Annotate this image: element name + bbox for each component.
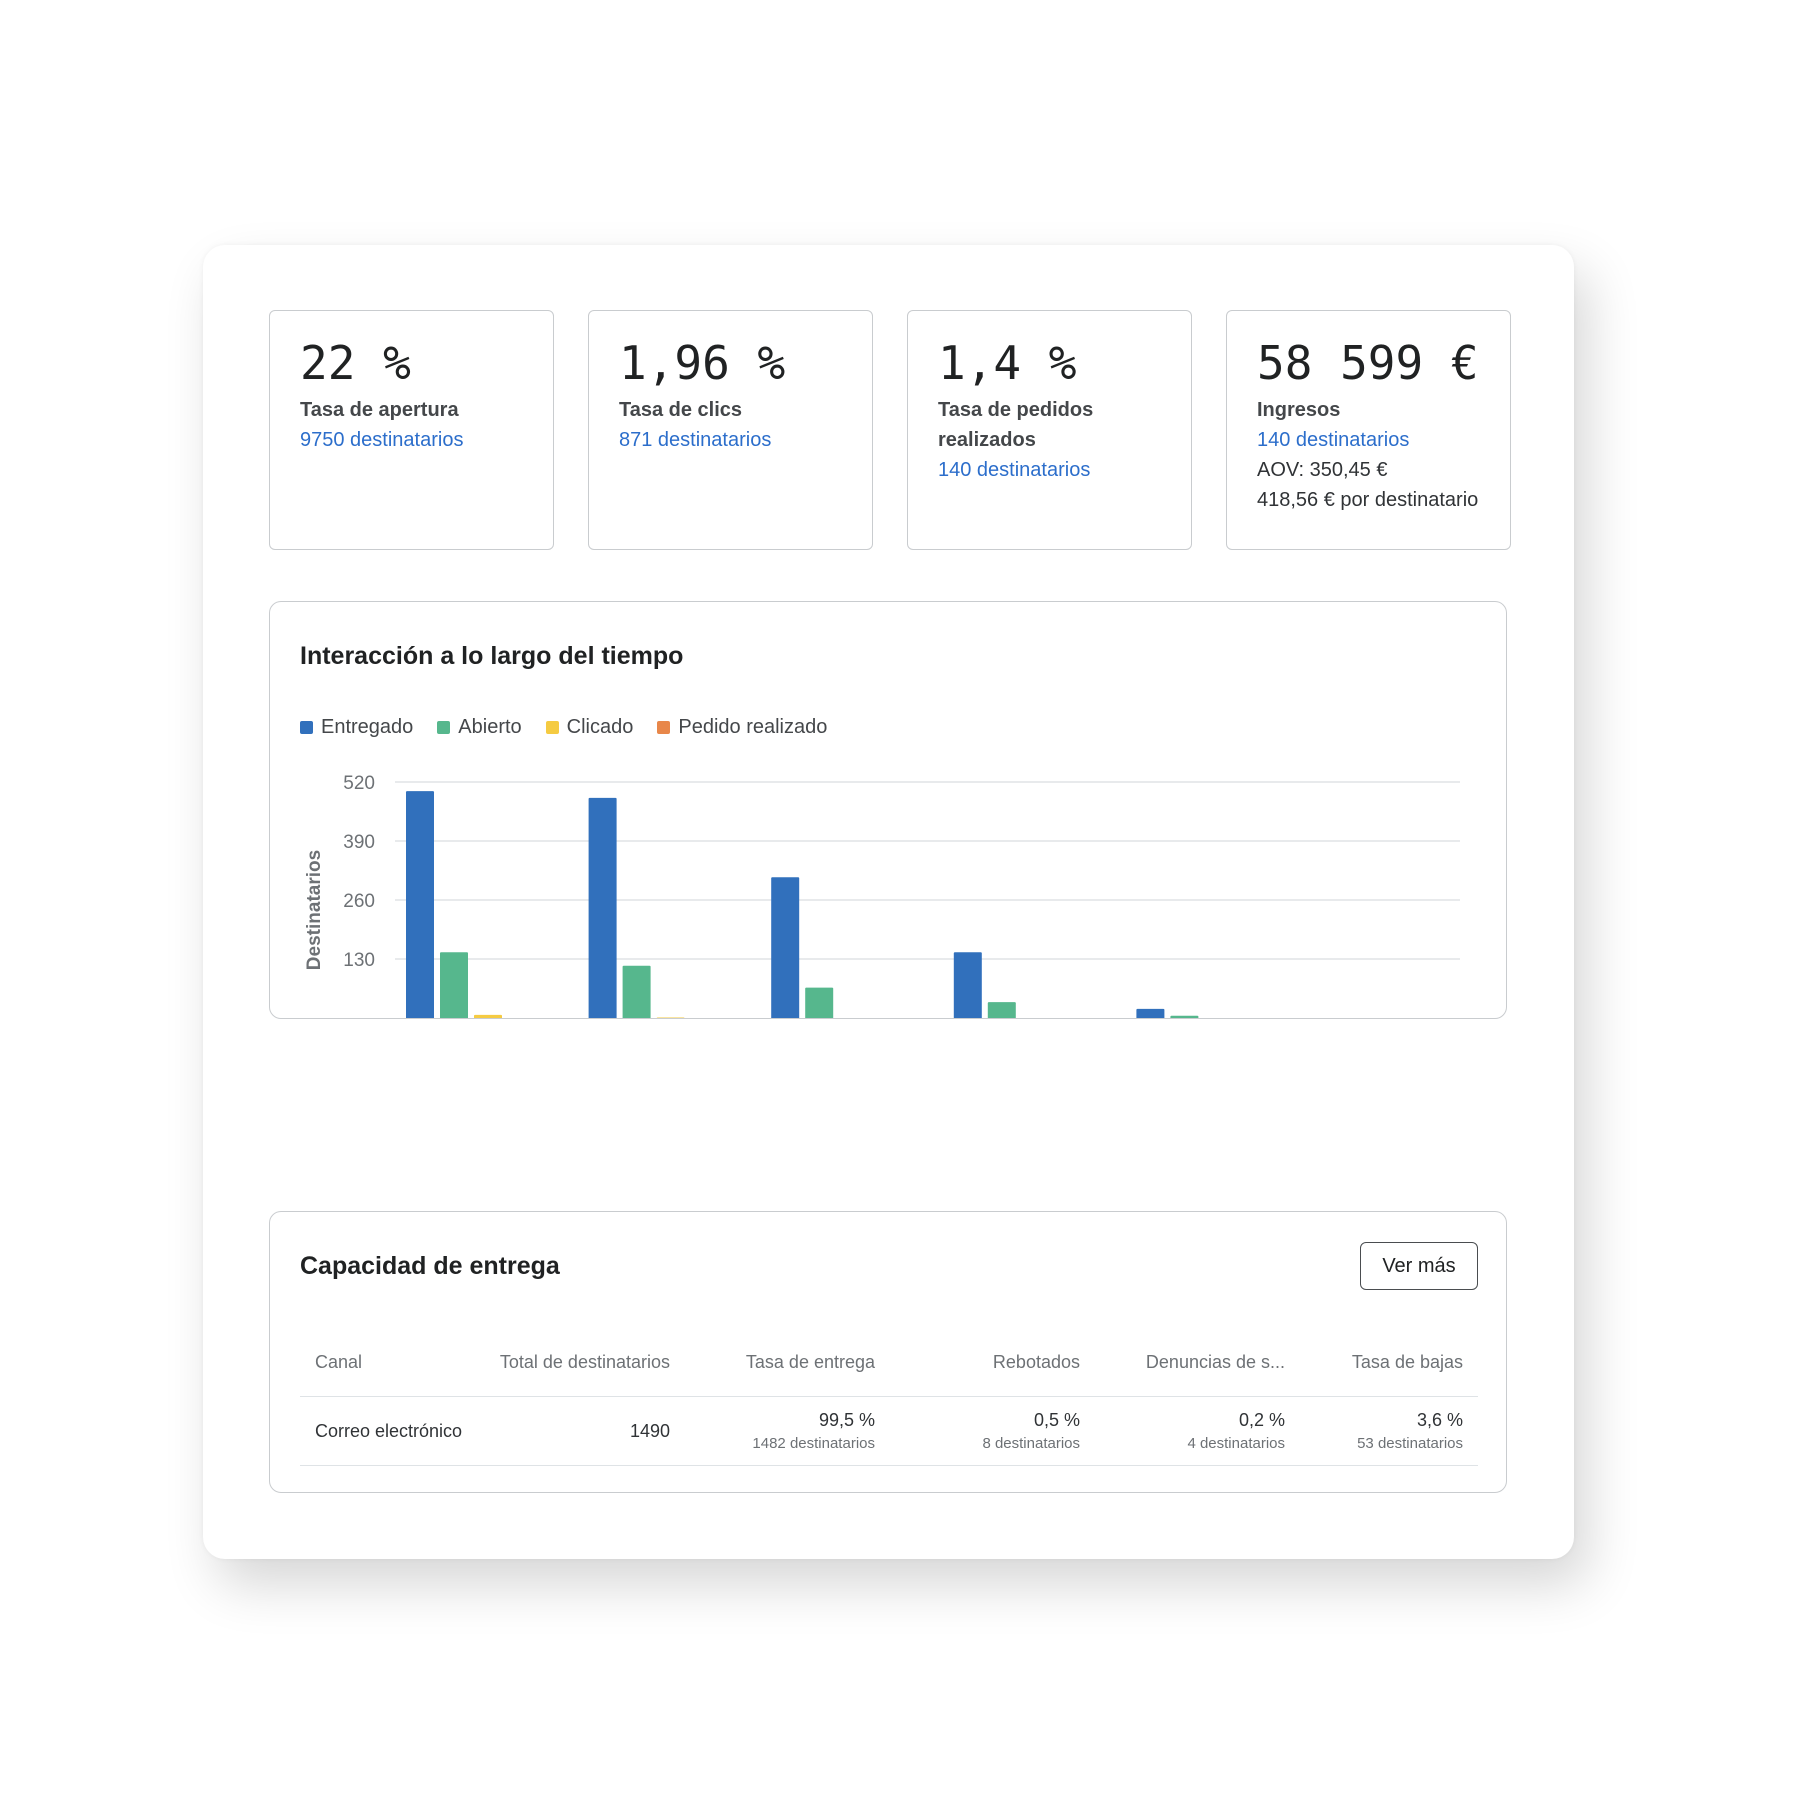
- bar-chart: 130 260 390 520 Destinatarios: [304, 773, 1460, 1018]
- legend-swatch: [300, 721, 313, 734]
- metric-value: 1,4 %: [938, 336, 1077, 390]
- metric-card-revenue: 58 599 € Ingresos 140 destinatarios AOV:…: [1226, 310, 1511, 550]
- metric-card-click-rate: 1,96 % Tasa de clics 871 destinatarios: [588, 310, 873, 550]
- cell-unsubscribe-rate: 3,6 % 53 destinatarios: [1300, 1396, 1478, 1466]
- cell-value: 0,2 %: [1238, 1410, 1285, 1430]
- metric-value: 58 599 €: [1257, 336, 1479, 390]
- bar-entregado: [406, 791, 434, 1018]
- table-row: Correo electrónico 1490 99,5 % 1482 dest…: [300, 1396, 1478, 1466]
- column-header-bounced[interactable]: Rebotados: [890, 1328, 1095, 1397]
- bar-abierto: [987, 1002, 1016, 1018]
- legend-item-clicked[interactable]: Clicado: [545, 716, 634, 739]
- cell-value: 0,5 %: [1033, 1410, 1080, 1430]
- bar-abierto: [440, 952, 468, 1018]
- legend-item-order-placed[interactable]: Pedido realizado: [657, 716, 827, 739]
- legend-swatch: [545, 721, 559, 734]
- metric-label: Tasa de pedidos realizados: [938, 399, 1094, 451]
- metric-recipients-link[interactable]: 871 destinatarios: [619, 429, 772, 451]
- cell-subtext: 53 destinatarios: [1357, 1435, 1463, 1452]
- column-header-channel[interactable]: Canal: [300, 1328, 480, 1397]
- legend-swatch: [437, 721, 451, 734]
- deliverability-title: Capacidad de entrega: [300, 1252, 560, 1280]
- cell-value: 99,5 %: [818, 1410, 875, 1430]
- bar-clicado: [474, 1014, 502, 1018]
- legend-label: Pedido realizado: [678, 716, 828, 738]
- y-tick-label: 260: [343, 891, 375, 912]
- y-tick-label: 130: [343, 950, 375, 971]
- cell-subtext: 4 destinatarios: [1187, 1435, 1285, 1452]
- metric-value: 1,96 %: [619, 336, 786, 390]
- column-header-unsubscribe-rate[interactable]: Tasa de bajas: [1300, 1328, 1478, 1397]
- bar-entregado: [953, 952, 982, 1018]
- metric-recipients-link[interactable]: 9750 destinatarios: [300, 429, 464, 451]
- metric-aov: AOV: 350,45 €: [1257, 459, 1388, 481]
- metric-card-order-rate: 1,4 % Tasa de pedidos realizados 140 des…: [907, 310, 1192, 550]
- report-panel: 22 % Tasa de apertura 9750 destinatarios…: [203, 245, 1574, 1559]
- column-header-spam-complaints[interactable]: Denuncias de s...: [1095, 1328, 1300, 1397]
- bar-entregado: [588, 797, 617, 1018]
- metric-recipients-link[interactable]: 140 destinatarios: [1257, 429, 1410, 451]
- cell-channel: Correo electrónico: [300, 1396, 480, 1466]
- column-header-total-recipients[interactable]: Total de destinatarios: [480, 1328, 685, 1397]
- cell-total: 1490: [480, 1396, 685, 1466]
- metric-revenue-per-recipient: 418,56 € por destinatario: [1257, 489, 1479, 511]
- metric-value: 22 %: [300, 336, 411, 390]
- column-header-delivery-rate[interactable]: Tasa de entrega: [685, 1328, 890, 1397]
- table-header-row: Canal Total de destinatarios Tasa de ent…: [300, 1328, 1478, 1397]
- metric-card-open-rate: 22 % Tasa de apertura 9750 destinatarios: [269, 310, 554, 550]
- bar-abierto: [805, 987, 834, 1018]
- legend-label: Entregado: [321, 716, 414, 738]
- cell-bounced: 0,5 % 8 destinatarios: [890, 1396, 1095, 1466]
- see-more-button[interactable]: Ver más: [1360, 1242, 1478, 1290]
- metric-label: Ingresos: [1257, 399, 1341, 421]
- metric-label: Tasa de clics: [619, 399, 743, 421]
- deliverability-table: Canal Total de destinatarios Tasa de ent…: [300, 1328, 1478, 1466]
- engagement-chart-card: Interacción a lo largo del tiempo Entreg…: [269, 601, 1507, 1019]
- y-tick-label: 390: [343, 832, 375, 853]
- legend-swatch: [657, 721, 671, 734]
- metric-label: Tasa de apertura: [300, 399, 459, 421]
- bar-entregado: [1136, 1008, 1165, 1018]
- legend-label: Clicado: [566, 716, 634, 738]
- bar-abierto: [1170, 1015, 1199, 1018]
- deliverability-card: Capacidad de entrega Ver más Canal Total…: [269, 1211, 1507, 1493]
- legend-item-delivered[interactable]: Entregado: [300, 716, 413, 739]
- cell-subtext: 8 destinatarios: [982, 1435, 1080, 1452]
- bar-entregado: [771, 877, 800, 1018]
- bar-abierto: [622, 965, 651, 1018]
- legend-item-opened[interactable]: Abierto: [437, 716, 522, 739]
- y-tick-label: 520: [343, 773, 375, 794]
- cell-delivery-rate: 99,5 % 1482 destinatarios: [685, 1396, 890, 1466]
- cell-value: 3,6 %: [1416, 1410, 1463, 1430]
- cell-spam-complaints: 0,2 % 4 destinatarios: [1095, 1396, 1300, 1466]
- metric-recipients-link[interactable]: 140 destinatarios: [938, 459, 1091, 481]
- legend-label: Abierto: [458, 716, 522, 738]
- chart-legend: Entregado Abierto Clicado Pedido realiza…: [300, 716, 827, 739]
- chart-title: Interacción a lo largo del tiempo: [300, 642, 684, 670]
- cell-subtext: 1482 destinatarios: [752, 1435, 875, 1452]
- y-axis-label: Destinatarios: [304, 850, 325, 970]
